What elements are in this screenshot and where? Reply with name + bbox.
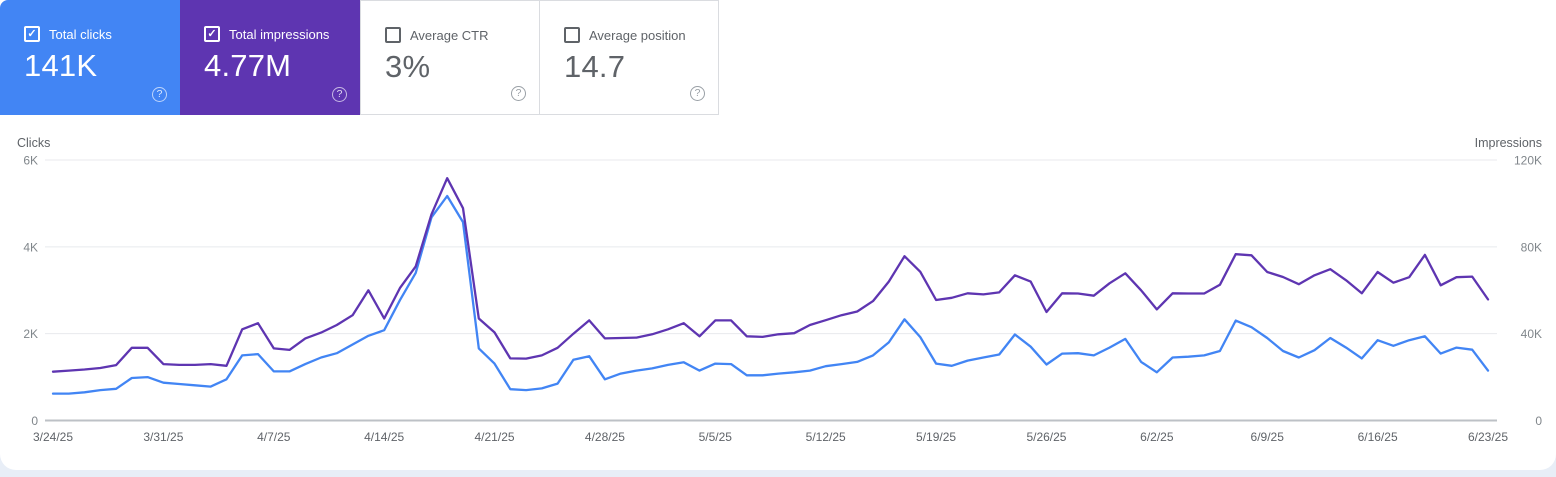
- left-axis-tick-label: 2K: [23, 327, 38, 341]
- metric-card-value: 14.7: [564, 49, 626, 84]
- metric-cards: Total clicks 141K ? Total impressions 4.…: [0, 0, 719, 115]
- left-axis-tick-label: 0: [31, 414, 38, 428]
- checkbox-checked-icon[interactable]: [204, 26, 220, 42]
- date-tick-label: 4/21/25: [475, 430, 515, 444]
- metric-card-label: Average CTR: [410, 27, 489, 43]
- date-tick-label: 5/19/25: [916, 430, 956, 444]
- clicks-axis-title: Clicks: [17, 136, 51, 150]
- checkbox-unchecked-icon[interactable]: [564, 27, 580, 43]
- checkbox-unchecked-icon[interactable]: [385, 27, 401, 43]
- metric-card-header: Total clicks: [24, 26, 112, 42]
- impressions-axis-title: Impressions: [1474, 136, 1542, 150]
- metric-card-total-clicks[interactable]: Total clicks 141K ?: [0, 0, 180, 115]
- date-tick-label: 5/26/25: [1026, 430, 1066, 444]
- metric-card-total-impressions[interactable]: Total impressions 4.77M ?: [180, 0, 360, 115]
- help-icon[interactable]: ?: [152, 87, 167, 102]
- right-axis-tick-label: 120K: [1514, 154, 1542, 168]
- metric-card-value: 3%: [385, 49, 431, 84]
- date-tick-label: 4/28/25: [585, 430, 625, 444]
- metric-card-header: Average position: [564, 27, 686, 43]
- date-tick-label: 5/5/25: [699, 430, 733, 444]
- right-axis-tick-label: 80K: [1521, 240, 1542, 254]
- metric-card-average-ctr[interactable]: Average CTR 3% ?: [360, 0, 540, 115]
- date-tick-label: 3/31/25: [143, 430, 183, 444]
- checkbox-checked-icon[interactable]: [24, 26, 40, 42]
- right-axis-tick-label: 40K: [1521, 327, 1542, 341]
- clicks-line: [51, 194, 1490, 395]
- help-icon[interactable]: ?: [332, 87, 347, 102]
- date-tick-label: 6/16/25: [1358, 430, 1398, 444]
- metric-card-value: 141K: [24, 48, 98, 83]
- date-tick-label: 4/14/25: [364, 430, 404, 444]
- date-tick-label: 4/7/25: [257, 430, 291, 444]
- performance-chart[interactable]: 6K 120K 4K 80K 2K 40K 0 0 3/24/25 3/31/25 4/7/25 4/…: [0, 135, 1556, 455]
- help-icon[interactable]: ?: [511, 86, 526, 101]
- right-axis-tick-label: 0: [1535, 414, 1542, 428]
- metric-card-label: Total impressions: [229, 26, 330, 42]
- impressions-line: [51, 177, 1490, 373]
- date-tick-label: 6/23/25: [1468, 430, 1508, 444]
- date-tick-label: 3/24/25: [33, 430, 73, 444]
- left-axis-tick-label: 4K: [23, 240, 38, 254]
- metric-card-label: Average position: [589, 27, 686, 43]
- date-tick-label: 5/12/25: [806, 430, 846, 444]
- left-axis-tick-label: 6K: [23, 154, 38, 168]
- metric-card-value: 4.77M: [204, 48, 292, 83]
- date-tick-label: 6/2/25: [1140, 430, 1174, 444]
- metric-card-header: Average CTR: [385, 27, 489, 43]
- date-tick-label: 6/9/25: [1251, 430, 1285, 444]
- metric-card-label: Total clicks: [49, 26, 112, 42]
- metric-card-header: Total impressions: [204, 26, 329, 42]
- help-icon[interactable]: ?: [690, 86, 705, 101]
- metric-card-average-position[interactable]: Average position 14.7 ?: [539, 0, 719, 115]
